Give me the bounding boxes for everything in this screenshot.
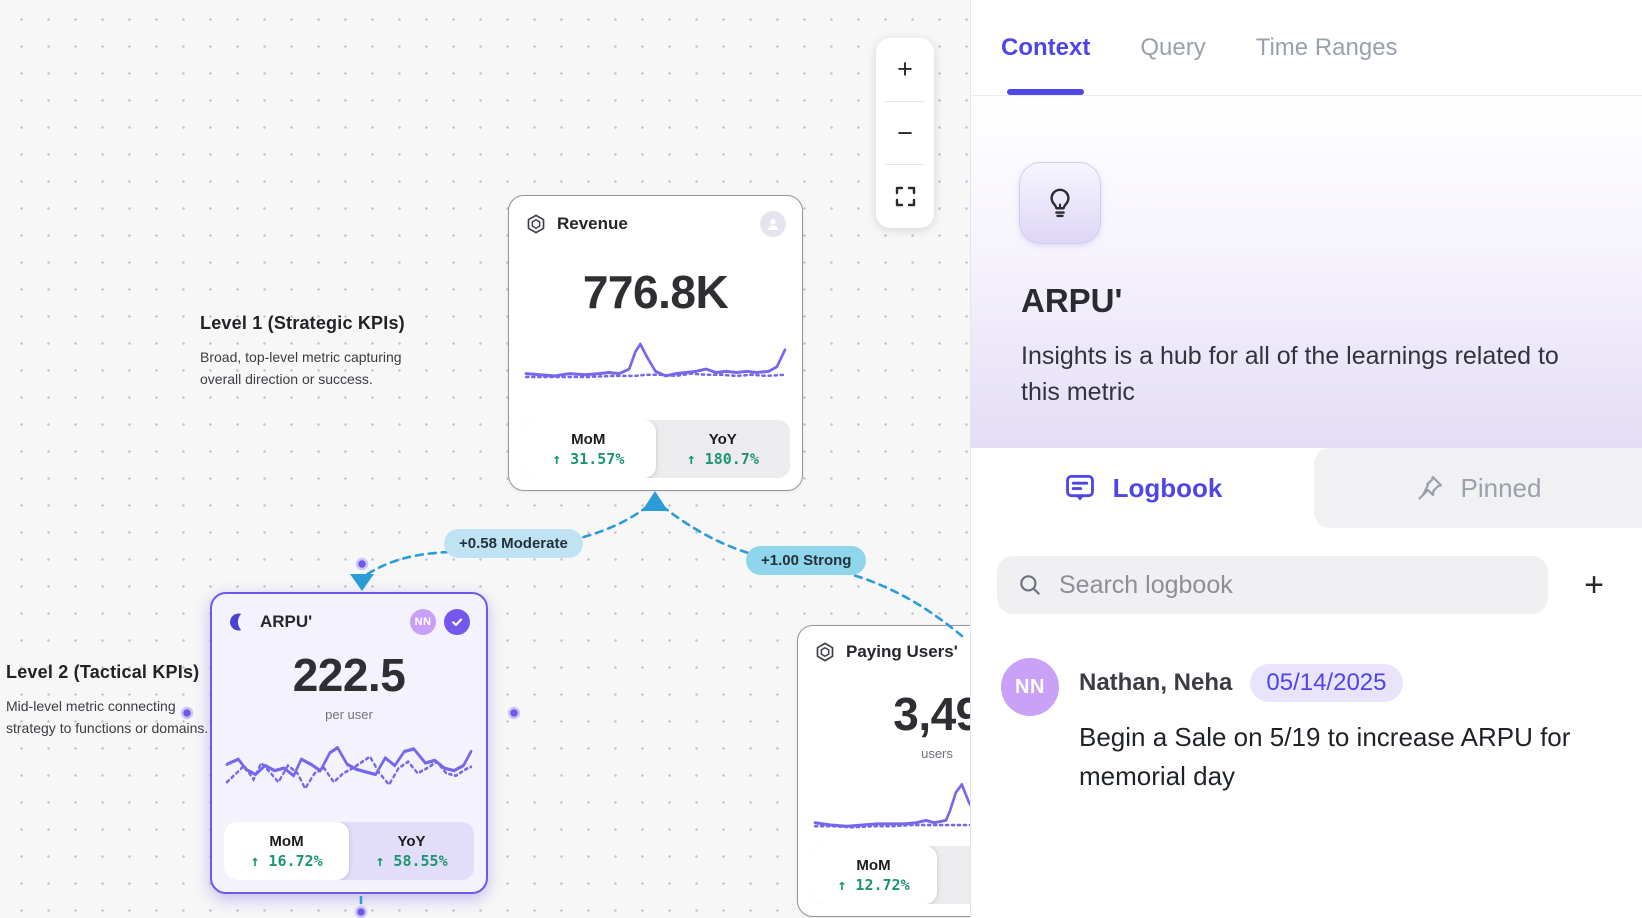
entry-text: Begin a Sale on 5/19 to increase ARPU fo…: [1079, 722, 1571, 791]
subtab-pinned[interactable]: Pinned: [1314, 448, 1642, 528]
lightbulb-icon: [1050, 188, 1070, 218]
kpi-toggle: MoM ↑ 31.57% YoY ↑ 180.7%: [521, 420, 790, 478]
details-panel: Context Query Time Ranges ARPU' Insights…: [970, 0, 1642, 918]
metric-card-revenue[interactable]: Revenue 776.8K MoM ↑ 31: [508, 195, 803, 491]
arrowhead-up-icon: [642, 491, 668, 511]
kpi-toggle: MoM ↑ 16.72% YoY ↑ 58.55%: [224, 822, 474, 880]
card-title: ARPU': [260, 612, 313, 631]
subtab-logbook[interactable]: Logbook: [971, 448, 1314, 528]
logbook-search-row: +: [997, 556, 1616, 614]
search-box[interactable]: [997, 556, 1548, 614]
divider: [885, 100, 925, 102]
fullscreen-icon: [895, 186, 915, 207]
tab-time-ranges[interactable]: Time Ranges: [1255, 33, 1398, 61]
connection-handle-bottom[interactable]: [354, 905, 368, 918]
search-input[interactable]: [1059, 570, 1528, 600]
panel-metric-title: ARPU': [1021, 282, 1123, 319]
metric-card-paying-users[interactable]: Paying Users' 3,49 users MoM ↑ 12.72%: [797, 625, 970, 917]
metric-value: 222.5: [292, 649, 406, 701]
zoom-in-button[interactable]: +: [897, 53, 913, 84]
mom-segment[interactable]: MoM ↑ 16.72%: [224, 822, 349, 880]
card-title: Revenue: [557, 214, 628, 233]
tab-query[interactable]: Query: [1140, 33, 1206, 61]
insights-header: ARPU' Insights is a hub for all of the l…: [971, 96, 1642, 448]
verified-badge-icon: [444, 609, 470, 635]
subtab-logbook-label: Logbook: [1112, 472, 1223, 503]
edge-label-strong[interactable]: +1.00 Strong: [746, 546, 867, 575]
annotation-level2: Level 2 (Tactical KPIs) Mid-level metric…: [6, 662, 208, 739]
level1-title: Level 1 (Strategic KPIs): [200, 313, 405, 333]
hexagon-metric-icon: [527, 214, 545, 234]
yoy-segment[interactable]: YoY ↑ 58.55%: [375, 832, 448, 870]
collaborator-avatar[interactable]: NN: [410, 609, 436, 635]
divider: [885, 164, 925, 166]
entry-date-badge: 05/14/2025: [1250, 664, 1403, 702]
person-icon: [767, 218, 779, 230]
owner-avatar[interactable]: [760, 211, 786, 237]
panel-metric-description: Insights is a hub for all of the learnin…: [1021, 342, 1559, 406]
edge-label-moderate[interactable]: +0.58 Moderate: [444, 529, 583, 558]
metric-unit: users: [921, 746, 953, 761]
crescent-moon-icon: [230, 613, 242, 631]
add-entry-button[interactable]: +: [1584, 565, 1604, 604]
metric-canvas[interactable]: Level 1 (Strategic KPIs) Broad, top-leve…: [0, 0, 970, 918]
metric-value: 776.8K: [582, 266, 729, 318]
logbook-tabbar: Logbook Pinned: [971, 448, 1642, 528]
level2-description: Mid-level metric connecting strategy to f…: [6, 698, 209, 736]
mom-segment[interactable]: MoM ↑ 31.57%: [521, 420, 656, 478]
entry-avatar: NN: [1001, 658, 1059, 716]
yoy-segment[interactable]: [937, 846, 970, 904]
insights-button[interactable]: [1019, 162, 1101, 244]
hexagon-metric-icon: [816, 642, 834, 662]
pushpin-icon: [1417, 475, 1442, 500]
logbook-entry[interactable]: NN Nathan, Neha 05/14/2025 Begin a Sale …: [1001, 658, 1616, 796]
sparkline-chart: [524, 342, 787, 379]
sparkline-chart: [813, 782, 970, 829]
entry-author: Nathan, Neha: [1079, 669, 1233, 696]
level2-title: Level 2 (Tactical KPIs): [6, 662, 200, 682]
sparkline-chart: [225, 745, 473, 791]
metric-unit: per user: [325, 707, 373, 722]
panel-tabbar: Context Query Time Ranges: [971, 0, 1642, 96]
connection-handle-right[interactable]: [507, 706, 521, 720]
search-icon: [1020, 575, 1040, 595]
level1-description: Broad, top-level metric capturing overall…: [200, 349, 402, 387]
card-title: Paying Users': [846, 642, 958, 661]
yoy-segment[interactable]: YoY ↑ 180.7%: [686, 430, 759, 468]
zoom-toolbar: + −: [876, 38, 934, 228]
annotation-level1: Level 1 (Strategic KPIs) Broad, top-leve…: [200, 313, 405, 390]
entry-body: Nathan, Neha 05/14/2025 Begin a Sale on …: [1079, 658, 1619, 796]
subtab-pinned-label: Pinned: [1460, 472, 1542, 503]
metric-value: 3,49: [893, 688, 970, 740]
zoom-out-button[interactable]: −: [897, 117, 913, 148]
connection-handle-top[interactable]: [355, 557, 369, 571]
metric-card-arpu[interactable]: ARPU' NN 222.5 per user MoM: [210, 592, 488, 894]
logbook-chat-icon: [1065, 474, 1094, 501]
arrowhead-down-icon: [350, 574, 374, 591]
kpi-toggle: MoM ↑ 12.72%: [810, 846, 970, 904]
fit-view-button[interactable]: [876, 165, 934, 228]
tab-context[interactable]: Context: [1001, 0, 1090, 95]
mom-segment[interactable]: MoM ↑ 12.72%: [810, 846, 937, 904]
